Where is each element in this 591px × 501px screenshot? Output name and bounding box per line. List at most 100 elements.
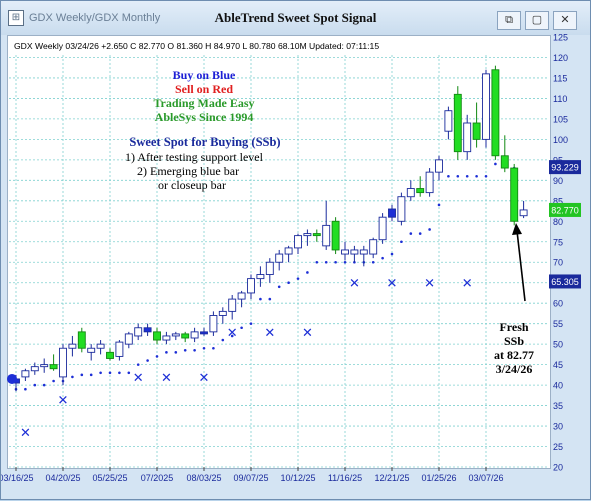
sweet-spot-line: 2) Emerging blue bar [137,164,239,178]
x-tick-label: 12/21/25 [374,473,409,483]
sell-x-mark: ✕ [133,371,144,386]
candle [275,249,284,271]
x-tick-label: 05/25/25 [92,473,127,483]
y-tick-label: 115 [553,73,567,83]
candle [453,86,462,160]
app-icon[interactable]: ⊞ [8,10,24,26]
candle-body [68,343,77,349]
candle [397,192,406,226]
close-icon: ✕ [560,14,570,26]
candle [406,180,415,201]
candle [359,245,368,267]
candle [228,295,237,320]
sell-x-mark: ✕ [161,371,172,386]
candle-body [378,216,387,241]
support-dot [465,174,469,178]
y-tick-label: 75 [553,237,563,247]
candle-body [322,224,331,247]
support-dot [183,348,187,352]
candle [256,266,265,287]
candle [77,327,86,353]
support-dot [221,338,225,342]
candle-body [275,253,284,263]
price-label-box [549,274,581,289]
sell-x-mark: ✕ [227,326,238,341]
candle [482,69,490,148]
y-tick-label: 105 [553,114,568,124]
candle [444,106,453,140]
candle-body [256,274,265,280]
y-tick-label: 20 [553,463,563,473]
support-dot [80,373,84,377]
x-tick-label: 07/2025 [141,473,174,483]
signal-circle [7,373,17,384]
candle-body [115,341,124,357]
price-label-box [549,160,581,175]
candle-body [294,235,302,249]
candle-body [359,249,368,255]
y-tick-label: 85 [553,196,563,206]
candle-body [200,331,208,335]
candle-body [171,333,180,337]
sweet-spot-line: or closeup bar [158,178,226,192]
x-tick-label: 11/16/25 [328,473,362,483]
candle [472,102,481,148]
symbol-tabs[interactable]: GDX Weekly/GDX Monthly [29,12,161,24]
candle-body [303,233,312,237]
candle-body [331,220,340,251]
restore-button[interactable]: ⧉ [497,11,521,30]
y-tick-label: 40 [553,381,563,391]
candle [265,258,274,283]
candle-body [425,171,434,194]
price-label: 82.770 [549,202,581,217]
support-dot [409,232,413,235]
candle-body [510,167,519,222]
support-dot [212,346,215,350]
candle-body [341,249,349,255]
candle [435,155,443,181]
price-label-text: 82.770 [551,205,579,215]
candle [331,217,340,255]
candle [134,323,143,341]
candle [388,204,396,222]
candle-body [87,347,96,353]
maximize-icon: ▢ [531,14,543,26]
candle [369,237,378,259]
x-tick-label: 01/25/26 [421,473,456,483]
x-tick-label: 03/07/26 [468,473,503,483]
candle [87,344,96,361]
candle-body [416,188,425,194]
price-label-text: 93.229 [551,163,579,173]
sell-x-mark: ✕ [199,371,210,386]
close-button[interactable]: ✕ [553,11,577,30]
legend-entry: Buy on Blue [173,68,236,82]
candle [171,331,180,341]
sell-x-mark: ✕ [349,277,360,292]
maximize-button[interactable]: ▢ [525,11,549,30]
candle [124,331,133,349]
candle-body [482,73,490,140]
candle [153,327,161,345]
legend-entry: AbleSys Since 1994 [155,110,254,124]
sell-x-mark: ✕ [462,277,473,292]
x-tick-label: 04/20/25 [45,473,80,483]
candle-body [444,110,453,132]
x-tick-label: 10/12/25 [280,473,315,483]
candle-body [500,155,509,169]
candle-body [96,343,105,349]
candle [162,331,171,345]
x-tick-label: 03/16/25 [1,473,34,483]
candle-body [218,310,227,316]
candle-body [237,292,246,300]
candle-body [435,159,443,173]
candle-body [350,249,359,255]
candle [209,311,218,336]
sell-x-mark: ✕ [58,393,69,408]
candle-body [312,233,321,237]
candle [59,344,67,386]
support-dot [334,260,337,264]
candle [200,327,208,336]
sweet-spot-line: 1) After testing support level [125,150,264,164]
